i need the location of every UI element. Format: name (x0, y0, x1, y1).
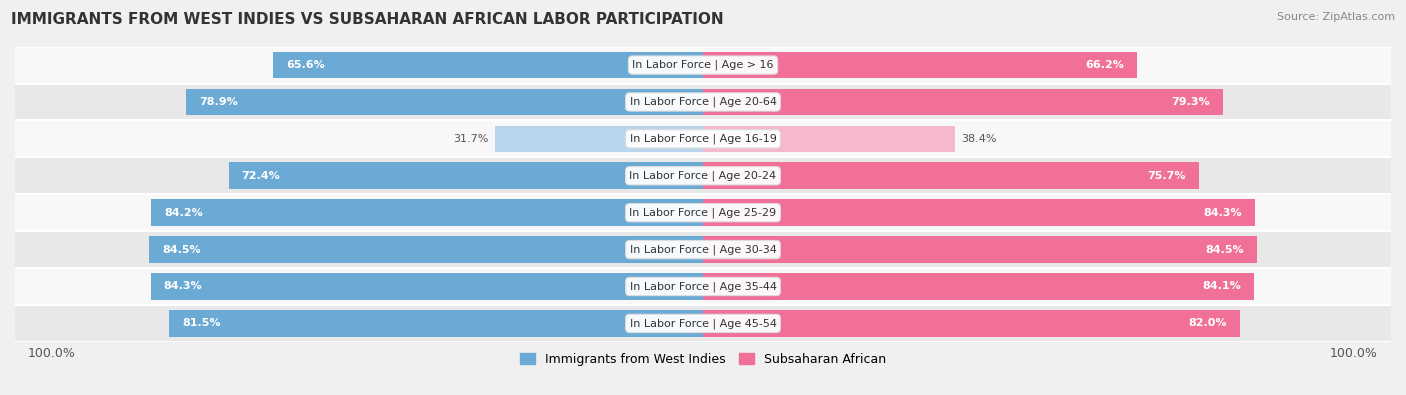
FancyBboxPatch shape (15, 194, 1391, 231)
Bar (273, 52, 703, 78)
Text: 38.4%: 38.4% (962, 134, 997, 144)
Text: In Labor Force | Age > 16: In Labor Force | Age > 16 (633, 60, 773, 70)
Text: 75.7%: 75.7% (1147, 171, 1185, 181)
FancyBboxPatch shape (15, 83, 1391, 120)
Text: In Labor Force | Age 25-29: In Labor Force | Age 25-29 (630, 207, 776, 218)
Text: 84.5%: 84.5% (163, 245, 201, 255)
Bar (703, 52, 1137, 78)
Bar (152, 199, 703, 226)
Bar (703, 162, 1199, 189)
Text: 66.2%: 66.2% (1085, 60, 1123, 70)
Text: In Labor Force | Age 30-34: In Labor Force | Age 30-34 (630, 245, 776, 255)
Text: In Labor Force | Age 45-54: In Labor Force | Age 45-54 (630, 318, 776, 329)
Text: In Labor Force | Age 16-19: In Labor Force | Age 16-19 (630, 134, 776, 144)
Bar (703, 126, 955, 152)
Bar (169, 310, 703, 337)
Text: 78.9%: 78.9% (200, 97, 238, 107)
Bar (703, 236, 1257, 263)
Text: 72.4%: 72.4% (242, 171, 280, 181)
Text: In Labor Force | Age 35-44: In Labor Force | Age 35-44 (630, 281, 776, 292)
Text: 82.0%: 82.0% (1188, 318, 1227, 328)
Bar (186, 88, 703, 115)
Legend: Immigrants from West Indies, Subsaharan African: Immigrants from West Indies, Subsaharan … (516, 348, 890, 371)
Text: 100.0%: 100.0% (1330, 347, 1378, 360)
Text: 84.3%: 84.3% (1204, 208, 1243, 218)
Text: In Labor Force | Age 20-64: In Labor Force | Age 20-64 (630, 97, 776, 107)
Bar (703, 199, 1256, 226)
Text: 84.3%: 84.3% (163, 282, 202, 292)
FancyBboxPatch shape (15, 47, 1391, 83)
Text: 79.3%: 79.3% (1171, 97, 1209, 107)
Bar (703, 88, 1223, 115)
FancyBboxPatch shape (15, 268, 1391, 305)
Bar (495, 126, 703, 152)
Text: 100.0%: 100.0% (28, 347, 76, 360)
Bar (229, 162, 703, 189)
Bar (703, 310, 1240, 337)
FancyBboxPatch shape (15, 231, 1391, 268)
Text: 31.7%: 31.7% (453, 134, 489, 144)
Bar (150, 273, 703, 300)
Text: 65.6%: 65.6% (287, 60, 325, 70)
Text: 84.2%: 84.2% (165, 208, 202, 218)
FancyBboxPatch shape (15, 120, 1391, 157)
Text: IMMIGRANTS FROM WEST INDIES VS SUBSAHARAN AFRICAN LABOR PARTICIPATION: IMMIGRANTS FROM WEST INDIES VS SUBSAHARA… (11, 12, 724, 27)
Text: 84.1%: 84.1% (1202, 282, 1241, 292)
Bar (703, 273, 1254, 300)
Text: In Labor Force | Age 20-24: In Labor Force | Age 20-24 (630, 171, 776, 181)
FancyBboxPatch shape (15, 305, 1391, 342)
Text: Source: ZipAtlas.com: Source: ZipAtlas.com (1277, 12, 1395, 22)
FancyBboxPatch shape (15, 157, 1391, 194)
Bar (149, 236, 703, 263)
Text: 84.5%: 84.5% (1205, 245, 1243, 255)
Text: 81.5%: 81.5% (183, 318, 221, 328)
